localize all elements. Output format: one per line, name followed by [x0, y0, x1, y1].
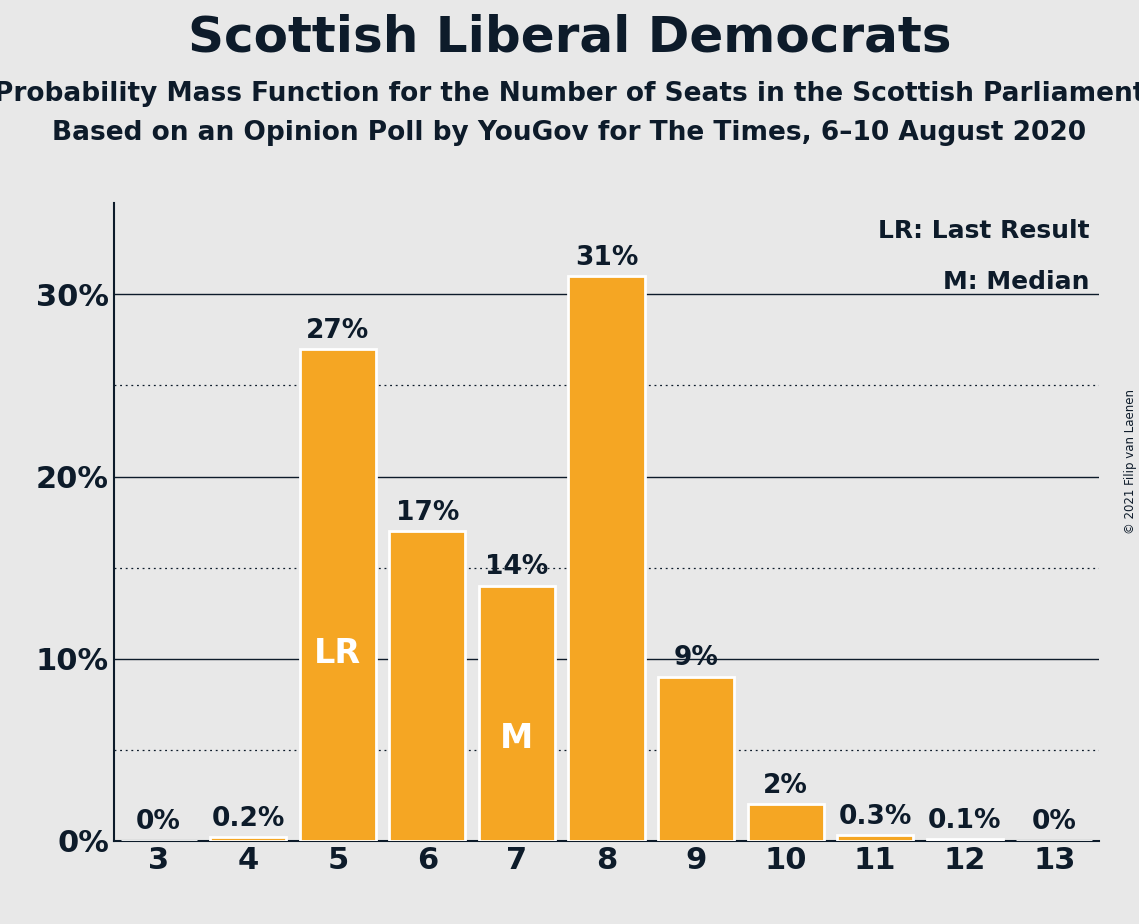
Text: LR: LR: [314, 638, 361, 671]
Bar: [390, 531, 466, 841]
Bar: [747, 805, 823, 841]
Bar: [478, 586, 555, 841]
Bar: [300, 349, 376, 841]
Bar: [211, 837, 286, 841]
Bar: [837, 835, 913, 841]
Text: M: Median: M: Median: [943, 270, 1089, 294]
Text: 9%: 9%: [673, 646, 719, 672]
Text: Scottish Liberal Democrats: Scottish Liberal Democrats: [188, 14, 951, 62]
Text: 0%: 0%: [1032, 809, 1076, 835]
Text: 14%: 14%: [485, 554, 549, 580]
Text: Probability Mass Function for the Number of Seats in the Scottish Parliament: Probability Mass Function for the Number…: [0, 81, 1139, 107]
Text: 0.1%: 0.1%: [928, 808, 1001, 833]
Text: LR: Last Result: LR: Last Result: [878, 219, 1089, 243]
Text: 0.3%: 0.3%: [838, 804, 912, 830]
Text: Based on an Opinion Poll by YouGov for The Times, 6–10 August 2020: Based on an Opinion Poll by YouGov for T…: [52, 120, 1087, 146]
Bar: [568, 276, 645, 841]
Text: 27%: 27%: [306, 318, 369, 344]
Text: 17%: 17%: [395, 500, 459, 526]
Text: 2%: 2%: [763, 773, 808, 799]
Text: M: M: [500, 723, 533, 755]
Text: 0.2%: 0.2%: [212, 806, 285, 832]
Text: 0%: 0%: [137, 809, 181, 835]
Bar: [927, 839, 1002, 841]
Bar: [658, 677, 735, 841]
Text: © 2021 Filip van Laenen: © 2021 Filip van Laenen: [1124, 390, 1137, 534]
Text: 31%: 31%: [575, 245, 638, 271]
